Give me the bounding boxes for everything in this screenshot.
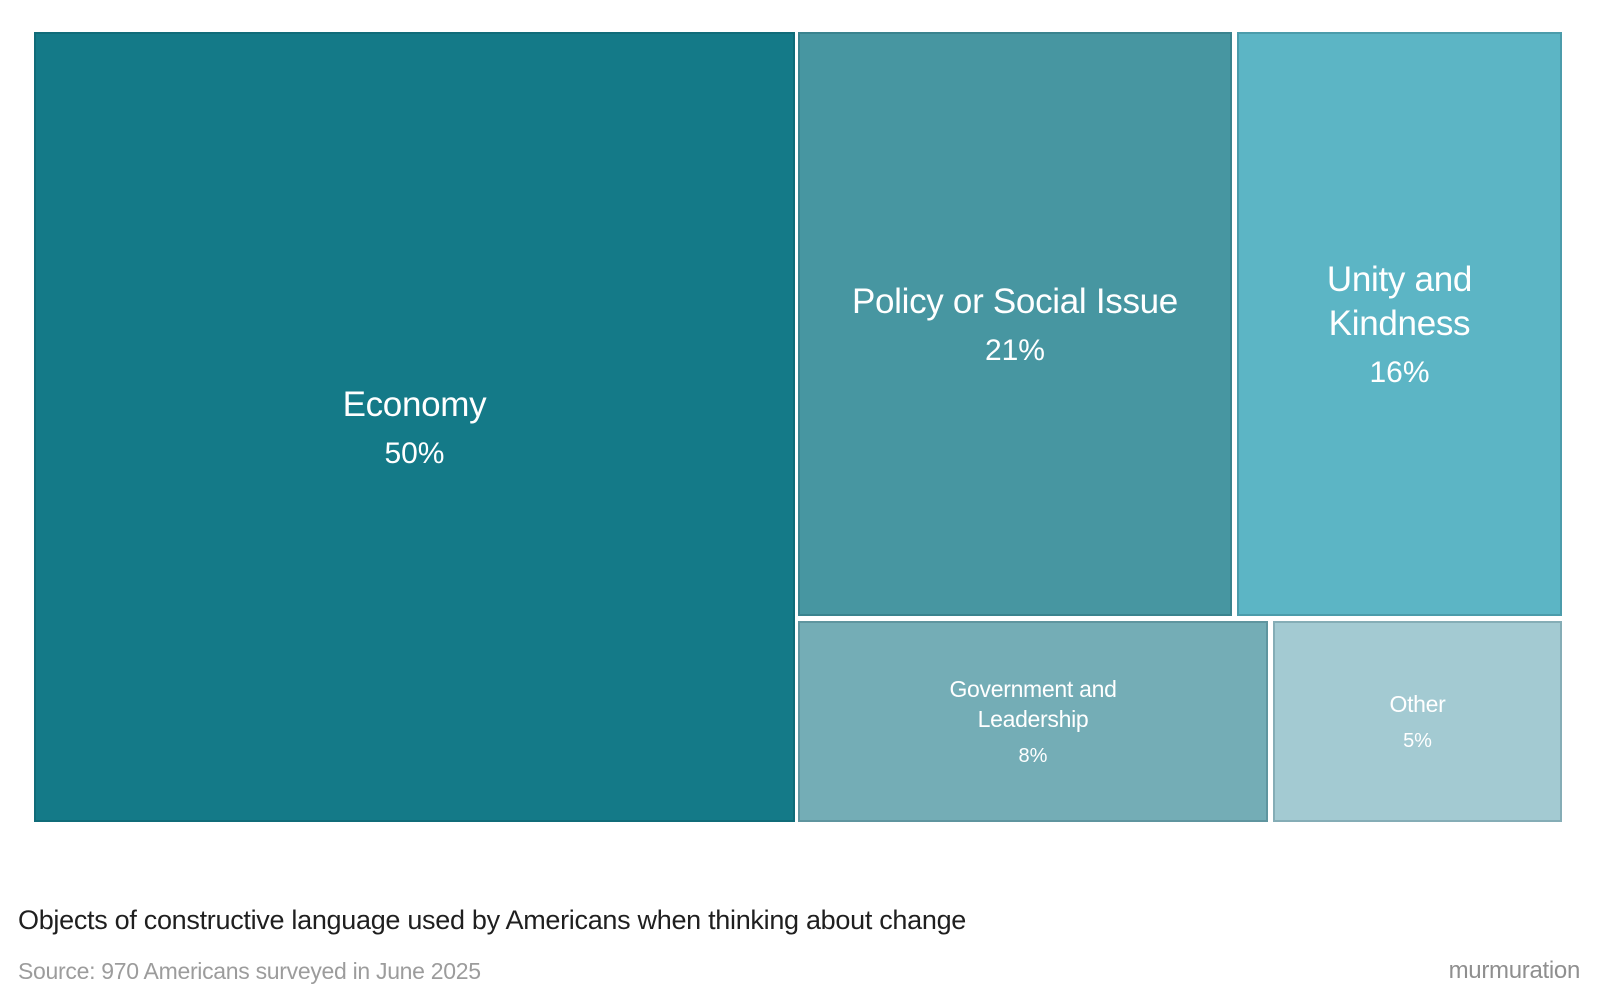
- brand-logo-text: murmuration: [1448, 957, 1581, 984]
- segment-percent: 5%: [1403, 730, 1432, 753]
- segment-percent: 8%: [1018, 745, 1048, 768]
- segment-label: Economy: [342, 385, 487, 425]
- segment-label: Policy or Social Issue: [851, 282, 1178, 322]
- treemap-cell-policy-or-social-issue: Policy or Social Issue 21%: [798, 32, 1232, 616]
- chart-title: Objects of constructive language used by…: [18, 905, 967, 935]
- segment-percent: 21%: [984, 333, 1045, 367]
- treemap-cell-unity-and-kindness: Unity and Kindness 16%: [1236, 32, 1562, 616]
- chart-source: Source: 970 Americans surveyed in June 2…: [18, 958, 481, 984]
- treemap: Economy 50% Policy or Social Issue 21% Unity…: [34, 32, 1562, 822]
- segment-percent: 16%: [1369, 356, 1430, 390]
- segment-label: Government and Leadership: [949, 675, 1117, 732]
- segment-percent: 50%: [384, 436, 445, 470]
- treemap-cell-economy: Economy 50%: [34, 32, 795, 822]
- treemap-cell-government-and-leadership: Government and Leadership 8%: [798, 621, 1268, 822]
- segment-label: Unity and Kindness: [1326, 259, 1473, 344]
- treemap-cell-other: Other 5%: [1273, 621, 1562, 822]
- segment-label: Other: [1389, 690, 1446, 717]
